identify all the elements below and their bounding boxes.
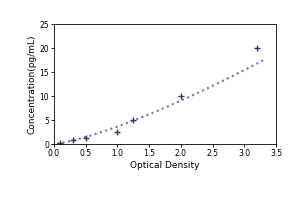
Y-axis label: Concentration(pg/mL): Concentration(pg/mL) bbox=[28, 34, 37, 134]
X-axis label: Optical Density: Optical Density bbox=[130, 161, 200, 170]
